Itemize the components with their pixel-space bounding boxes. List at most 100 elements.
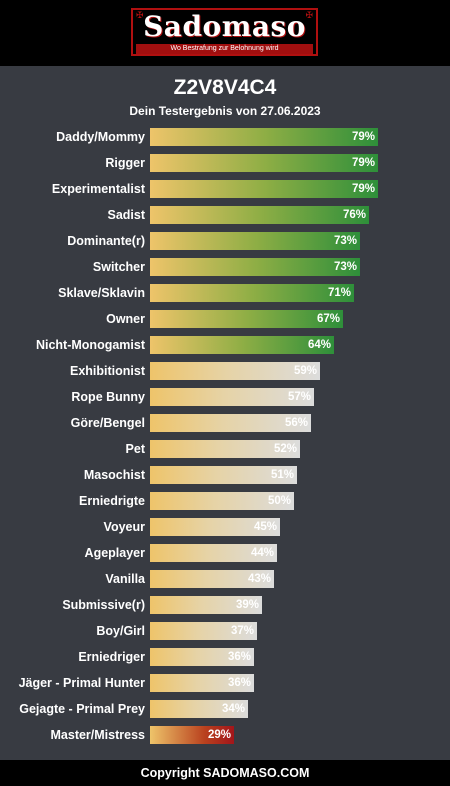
score-value-label: 29%: [207, 729, 231, 741]
result-row: Jäger - Primal Hunter 36%: [0, 674, 450, 692]
logo-tagline: Wo Bestrafung zur Belohnung wird: [136, 44, 313, 54]
score-bar: 79%: [150, 180, 378, 198]
result-row: Switcher 73%: [0, 258, 450, 276]
result-row: Owner 67%: [0, 310, 450, 328]
result-title: Z2V8V4C4: [173, 76, 277, 99]
logo-wordmark: Sadomaso: [143, 10, 306, 43]
score-bar: 57%: [150, 388, 314, 406]
result-row: Sklave/Sklavin 71%: [0, 284, 450, 302]
score-value-label: 50%: [267, 495, 291, 507]
score-bar: 37%: [150, 622, 257, 640]
score-value-label: 67%: [316, 313, 340, 325]
result-row: Rope Bunny 57%: [0, 388, 450, 406]
score-bar: 39%: [150, 596, 262, 614]
category-label: Voyeur: [103, 520, 145, 534]
result-row: Sadist 76%: [0, 206, 450, 224]
category-label: Submissive(r): [62, 598, 145, 612]
result-row: Ageplayer 44%: [0, 544, 450, 562]
result-row: Voyeur 45%: [0, 518, 450, 536]
category-label: Daddy/Mommy: [56, 130, 145, 144]
score-bar: 34%: [150, 700, 248, 718]
score-value-label: 79%: [351, 183, 375, 195]
score-bar: 67%: [150, 310, 343, 328]
ornament-icon: ✠: [305, 11, 313, 21]
sadomaso-logo[interactable]: ✠ ✠ Sadomaso Wo Bestrafung zur Belohnung…: [131, 8, 318, 56]
score-value-label: 36%: [227, 651, 251, 663]
category-label: Erniedrigte: [79, 494, 145, 508]
category-label: Exhibitionist: [70, 364, 145, 378]
score-value-label: 73%: [333, 235, 357, 247]
score-value-label: 79%: [351, 157, 375, 169]
result-panel: Z2V8V4C4 Dein Testergebnis von 27.06.202…: [0, 66, 450, 760]
category-label: Göre/Bengel: [70, 416, 145, 430]
score-bar: 44%: [150, 544, 277, 562]
score-value-label: 43%: [247, 573, 271, 585]
result-row: Exhibitionist 59%: [0, 362, 450, 380]
ornament-icon: ✠: [136, 11, 144, 21]
score-bar: 51%: [150, 466, 297, 484]
score-bar: 73%: [150, 258, 360, 276]
category-label: Master/Mistress: [50, 728, 146, 742]
score-value-label: 59%: [293, 365, 317, 377]
category-label: Jäger - Primal Hunter: [18, 676, 145, 690]
score-value-label: 57%: [287, 391, 311, 403]
result-subtitle: Dein Testergebnis von 27.06.2023: [129, 104, 321, 118]
score-value-label: 76%: [342, 209, 366, 221]
score-bar: 71%: [150, 284, 354, 302]
category-label: Boy/Girl: [96, 624, 145, 638]
site-header: ✠ ✠ Sadomaso Wo Bestrafung zur Belohnung…: [0, 0, 450, 66]
score-bar: 79%: [150, 154, 378, 172]
category-label: Gejagte - Primal Prey: [19, 702, 145, 716]
result-row: Masochist 51%: [0, 466, 450, 484]
score-value-label: 64%: [307, 339, 331, 351]
category-label: Vanilla: [105, 572, 145, 586]
result-row: Daddy/Mommy 79%: [0, 128, 450, 146]
result-row: Göre/Bengel 56%: [0, 414, 450, 432]
score-value-label: 71%: [327, 287, 351, 299]
score-bar: 36%: [150, 648, 254, 666]
score-value-label: 73%: [333, 261, 357, 273]
score-bar: 59%: [150, 362, 320, 380]
category-label: Erniedriger: [78, 650, 145, 664]
score-bar: 29%: [150, 726, 234, 744]
score-bar: 73%: [150, 232, 360, 250]
result-row: Master/Mistress 29%: [0, 726, 450, 744]
score-bar: 52%: [150, 440, 300, 458]
result-row: Gejagte - Primal Prey 34%: [0, 700, 450, 718]
category-label: Rigger: [105, 156, 145, 170]
score-value-label: 39%: [235, 599, 259, 611]
category-label: Ageplayer: [84, 546, 145, 560]
category-label: Experimentalist: [51, 182, 145, 196]
result-row: Erniedrigte 50%: [0, 492, 450, 510]
result-row: Dominante(r) 73%: [0, 232, 450, 250]
category-label: Sadist: [107, 208, 145, 222]
category-label: Nicht-Monogamist: [35, 338, 145, 352]
category-label: Pet: [125, 442, 145, 456]
score-bar: 36%: [150, 674, 254, 692]
score-value-label: 37%: [230, 625, 254, 637]
result-row: Boy/Girl 37%: [0, 622, 450, 640]
score-value-label: 52%: [273, 443, 297, 455]
score-value-label: 44%: [250, 547, 274, 559]
score-bar: 79%: [150, 128, 378, 146]
score-value-label: 56%: [284, 417, 308, 429]
category-label: Sklave/Sklavin: [58, 286, 145, 300]
category-label: Dominante(r): [67, 234, 145, 248]
score-value-label: 79%: [351, 131, 375, 143]
result-bar-chart: Daddy/Mommy 79% Rigger 79% Experimentalist 79…: [0, 66, 450, 760]
result-row: Submissive(r) 39%: [0, 596, 450, 614]
result-row: Nicht-Monogamist 64%: [0, 336, 450, 354]
category-label: Switcher: [92, 260, 145, 274]
score-value-label: 34%: [221, 703, 245, 715]
score-bar: 76%: [150, 206, 369, 224]
result-row: Vanilla 43%: [0, 570, 450, 588]
score-bar: 45%: [150, 518, 280, 536]
result-row: Rigger 79%: [0, 154, 450, 172]
category-label: Masochist: [83, 468, 145, 482]
score-value-label: 45%: [253, 521, 277, 533]
score-value-label: 36%: [227, 677, 251, 689]
result-row: Pet 52%: [0, 440, 450, 458]
score-bar: 50%: [150, 492, 294, 510]
score-value-label: 51%: [270, 469, 294, 481]
result-row: Erniedriger 36%: [0, 648, 450, 666]
